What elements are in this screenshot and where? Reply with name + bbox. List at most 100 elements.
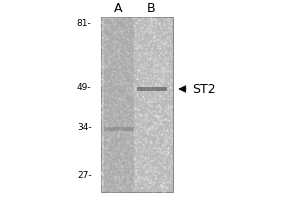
- Point: [139, 76, 144, 80]
- Point: [114, 57, 118, 60]
- Point: [148, 125, 153, 128]
- Point: [105, 166, 110, 169]
- Point: [168, 143, 172, 146]
- Point: [155, 23, 160, 26]
- Point: [118, 151, 123, 155]
- Point: [101, 16, 106, 19]
- Point: [105, 166, 110, 169]
- Point: [146, 109, 150, 112]
- Point: [137, 101, 142, 104]
- Point: [139, 74, 143, 77]
- Point: [153, 36, 158, 39]
- Point: [153, 145, 158, 148]
- Point: [118, 185, 123, 188]
- Point: [113, 165, 118, 169]
- Point: [157, 91, 161, 94]
- Point: [113, 172, 118, 175]
- Point: [149, 127, 154, 130]
- Point: [107, 61, 112, 64]
- Point: [156, 142, 161, 145]
- Point: [160, 190, 165, 193]
- Point: [135, 32, 140, 35]
- Point: [101, 113, 106, 116]
- Point: [156, 47, 161, 50]
- Point: [153, 25, 158, 28]
- Point: [100, 81, 105, 85]
- Point: [148, 131, 152, 134]
- Point: [155, 121, 160, 124]
- Point: [100, 142, 105, 145]
- Point: [148, 116, 153, 120]
- Point: [111, 152, 116, 155]
- Point: [107, 114, 112, 117]
- Point: [166, 163, 171, 167]
- Point: [109, 44, 114, 48]
- Point: [146, 133, 151, 136]
- Point: [121, 68, 125, 71]
- Point: [118, 161, 122, 164]
- Point: [152, 29, 157, 32]
- Point: [120, 149, 124, 152]
- Point: [157, 118, 162, 121]
- Point: [138, 57, 143, 60]
- Point: [112, 23, 117, 26]
- Point: [144, 140, 148, 143]
- Point: [157, 35, 162, 38]
- Point: [155, 137, 160, 140]
- Point: [158, 176, 163, 179]
- Point: [125, 135, 130, 138]
- Point: [112, 167, 116, 170]
- Point: [166, 186, 170, 189]
- Point: [134, 148, 138, 151]
- Point: [169, 39, 173, 42]
- Point: [144, 174, 149, 178]
- Point: [143, 120, 148, 124]
- Point: [168, 82, 173, 85]
- Point: [140, 119, 145, 122]
- Point: [118, 32, 123, 35]
- Point: [154, 167, 158, 170]
- Point: [166, 129, 170, 132]
- Point: [161, 67, 166, 70]
- Point: [103, 128, 108, 131]
- Point: [118, 32, 123, 35]
- Point: [152, 71, 157, 74]
- Point: [145, 69, 150, 72]
- Point: [162, 44, 167, 47]
- Point: [101, 21, 106, 24]
- Point: [142, 143, 147, 147]
- Point: [138, 104, 143, 107]
- Point: [151, 64, 156, 67]
- Point: [98, 135, 103, 138]
- Point: [118, 70, 123, 73]
- Point: [137, 165, 142, 168]
- Point: [150, 100, 155, 104]
- Point: [159, 76, 164, 79]
- Point: [150, 98, 155, 101]
- Point: [160, 186, 165, 189]
- Point: [105, 130, 110, 133]
- Point: [131, 55, 136, 58]
- Point: [121, 148, 126, 151]
- Point: [124, 17, 129, 20]
- Point: [150, 105, 155, 108]
- Point: [161, 135, 166, 138]
- Point: [164, 17, 169, 21]
- Point: [161, 54, 166, 57]
- Point: [104, 99, 109, 102]
- Point: [146, 21, 151, 24]
- Point: [133, 33, 138, 37]
- Point: [130, 37, 135, 40]
- Point: [155, 84, 160, 88]
- Point: [124, 135, 129, 138]
- Point: [122, 127, 127, 130]
- Point: [125, 140, 130, 143]
- Point: [120, 170, 125, 173]
- Point: [134, 181, 139, 185]
- Point: [139, 99, 144, 102]
- Point: [167, 29, 172, 33]
- Point: [144, 140, 148, 143]
- Point: [116, 98, 121, 102]
- Point: [151, 147, 156, 150]
- Point: [121, 96, 125, 99]
